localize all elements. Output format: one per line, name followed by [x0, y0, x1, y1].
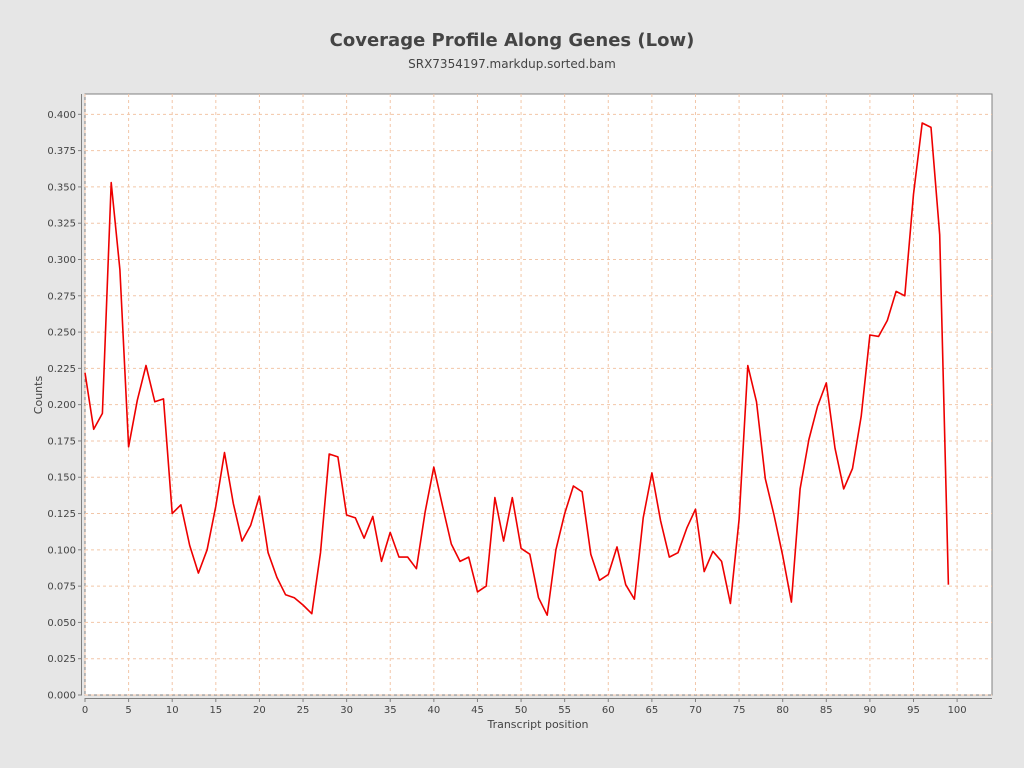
y-tick-label: 0.100	[47, 545, 76, 556]
x-tick-label: 45	[471, 705, 484, 716]
chart-subtitle: SRX7354197.markdup.sorted.bam	[408, 57, 616, 71]
y-tick-label: 0.400	[47, 110, 76, 121]
y-tick-label: 0.350	[47, 182, 76, 193]
y-tick-label: 0.025	[47, 654, 76, 665]
x-tick-label: 10	[166, 705, 179, 716]
x-tick-label: 15	[209, 705, 222, 716]
y-tick-label: 0.200	[47, 400, 76, 411]
axes	[81, 94, 992, 699]
y-tick-label: 0.300	[47, 255, 76, 266]
x-tick-label: 50	[515, 705, 528, 716]
x-tick-label: 95	[907, 705, 920, 716]
x-axis-title: Transcript position	[486, 718, 588, 731]
grid-lines	[84, 94, 992, 696]
x-tick-label: 30	[340, 705, 353, 716]
x-tick-label: 85	[820, 705, 833, 716]
x-tick-label: 80	[776, 705, 789, 716]
y-tick-label: 0.375	[47, 146, 76, 157]
x-tick-label: 20	[253, 705, 266, 716]
y-tick-label: 0.150	[47, 473, 76, 484]
plot-area	[84, 93, 993, 696]
series-line	[84, 122, 950, 617]
y-tick-label: 0.250	[47, 328, 76, 339]
chart-title: Coverage Profile Along Genes (Low)	[329, 30, 695, 51]
y-axis-title: Counts	[32, 376, 45, 415]
x-tick-label: 0	[82, 705, 88, 716]
x-tick-label: 70	[689, 705, 702, 716]
x-tick-label: 5	[125, 705, 131, 716]
y-tick-label: 0.000	[47, 691, 76, 702]
series-layer	[84, 122, 950, 617]
y-tick-label: 0.075	[47, 582, 76, 593]
x-tick-label: 35	[384, 705, 397, 716]
x-tick-label: 65	[646, 705, 659, 716]
y-tick-label: 0.050	[47, 618, 76, 629]
y-tick-label: 0.175	[47, 436, 76, 447]
x-tick-label: 75	[733, 705, 746, 716]
x-tick-label: 100	[948, 705, 967, 716]
x-tick-label: 60	[602, 705, 615, 716]
y-tick-label: 0.275	[47, 291, 76, 302]
x-tick-label: 25	[297, 705, 310, 716]
ticks: 0 5 10 15 20 25 30 35 40 45 50 55 60 65 70 75 80 85 90 95 10…	[47, 110, 966, 716]
x-tick-label: 90	[864, 705, 877, 716]
y-tick-label: 0.325	[47, 219, 76, 230]
x-tick-label: 40	[427, 705, 440, 716]
y-tick-label: 0.125	[47, 509, 76, 520]
y-tick-label: 0.225	[47, 364, 76, 375]
x-tick-label: 55	[558, 705, 571, 716]
